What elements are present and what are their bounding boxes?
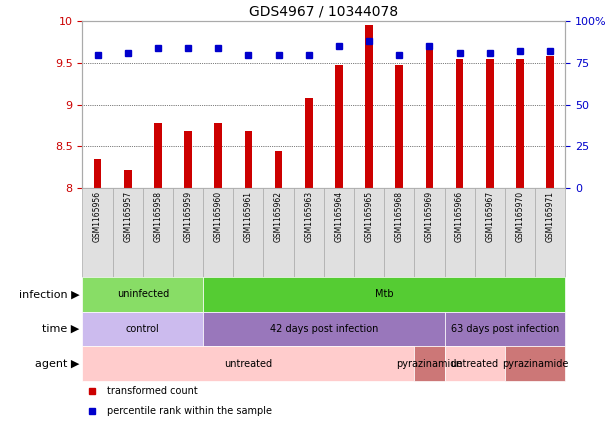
Bar	[82, 188, 112, 277]
Text: GSM1165966: GSM1165966	[455, 191, 464, 242]
Title: GDS4967 / 10344078: GDS4967 / 10344078	[249, 5, 398, 19]
Text: GSM1165965: GSM1165965	[365, 191, 373, 242]
Text: GSM1165964: GSM1165964	[334, 191, 343, 242]
Bar	[486, 59, 494, 188]
Text: pyrazinamide: pyrazinamide	[502, 359, 568, 369]
Bar	[475, 188, 505, 277]
Bar	[505, 188, 535, 277]
Bar	[384, 188, 414, 277]
Bar	[505, 346, 565, 381]
Bar	[445, 346, 505, 381]
Bar	[185, 132, 192, 188]
Bar	[354, 188, 384, 277]
Text: GSM1165958: GSM1165958	[153, 191, 163, 242]
Bar	[94, 159, 101, 188]
Text: percentile rank within the sample: percentile rank within the sample	[107, 406, 272, 416]
Text: transformed count: transformed count	[107, 386, 197, 396]
Bar	[445, 188, 475, 277]
Bar	[244, 132, 252, 188]
Bar	[395, 65, 403, 188]
Bar	[535, 188, 565, 277]
Bar	[112, 188, 143, 277]
Bar	[546, 56, 554, 188]
Text: pyrazinamide: pyrazinamide	[396, 359, 463, 369]
Text: 42 days post infection: 42 days post infection	[269, 324, 378, 334]
Text: GSM1165957: GSM1165957	[123, 191, 132, 242]
Bar	[324, 188, 354, 277]
Bar	[173, 188, 203, 277]
Text: GSM1165960: GSM1165960	[214, 191, 223, 242]
Text: GSM1165959: GSM1165959	[183, 191, 192, 242]
Bar	[426, 48, 433, 188]
Text: GSM1165956: GSM1165956	[93, 191, 102, 242]
Text: GSM1165963: GSM1165963	[304, 191, 313, 242]
Text: time ▶: time ▶	[42, 324, 79, 334]
Text: GSM1165967: GSM1165967	[485, 191, 494, 242]
Bar	[414, 346, 445, 381]
Bar	[275, 151, 282, 188]
Text: uninfected: uninfected	[117, 289, 169, 299]
Text: agent ▶: agent ▶	[35, 359, 79, 369]
Bar	[203, 312, 445, 346]
Text: 63 days post infection: 63 days post infection	[451, 324, 559, 334]
Text: control: control	[126, 324, 159, 334]
Bar	[82, 346, 414, 381]
Bar	[124, 170, 131, 188]
Bar	[214, 123, 222, 188]
Text: GSM1165968: GSM1165968	[395, 191, 404, 242]
Bar	[233, 188, 263, 277]
Text: GSM1165971: GSM1165971	[546, 191, 555, 242]
Bar	[305, 98, 312, 188]
Text: GSM1165969: GSM1165969	[425, 191, 434, 242]
Bar	[263, 188, 294, 277]
Bar	[294, 188, 324, 277]
Bar	[154, 123, 162, 188]
Text: GSM1165961: GSM1165961	[244, 191, 253, 242]
Bar	[456, 59, 463, 188]
Bar	[445, 312, 565, 346]
Bar	[365, 25, 373, 188]
Bar	[335, 65, 343, 188]
Bar	[414, 188, 445, 277]
Text: untreated: untreated	[224, 359, 273, 369]
Text: GSM1165962: GSM1165962	[274, 191, 283, 242]
Bar	[82, 277, 203, 312]
Text: infection ▶: infection ▶	[19, 289, 79, 299]
Bar	[203, 277, 565, 312]
Bar	[203, 188, 233, 277]
Text: Mtb: Mtb	[375, 289, 393, 299]
Text: untreated: untreated	[450, 359, 499, 369]
Bar	[143, 188, 173, 277]
Bar	[516, 59, 524, 188]
Text: GSM1165970: GSM1165970	[516, 191, 524, 242]
Bar	[82, 312, 203, 346]
